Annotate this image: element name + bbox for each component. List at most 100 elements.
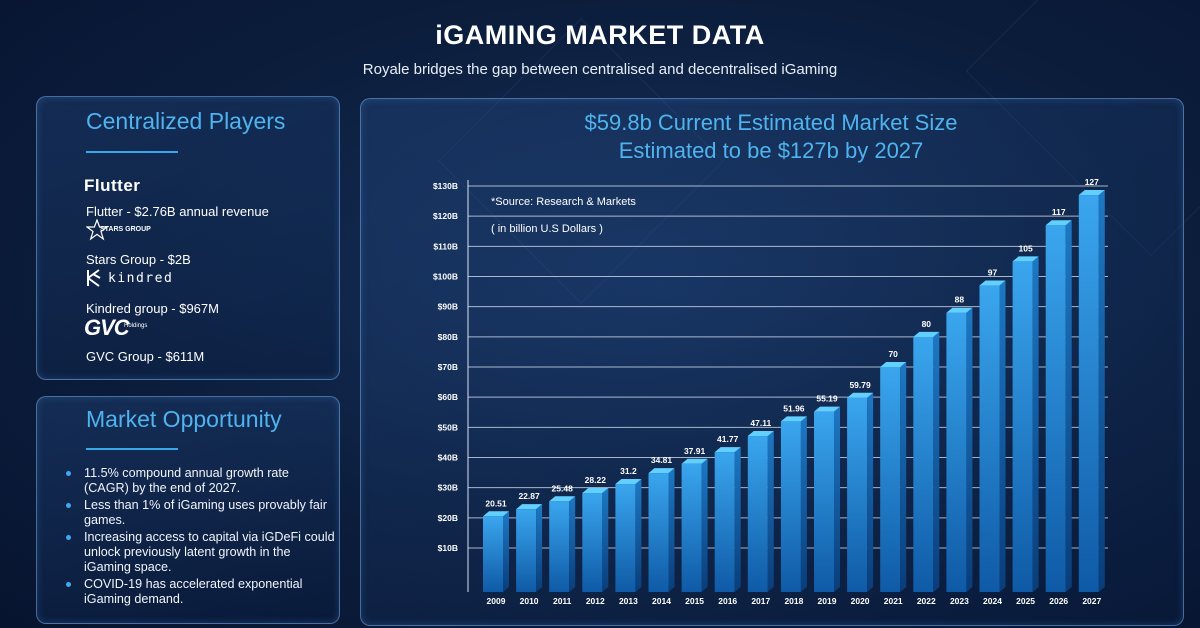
bar bbox=[1045, 220, 1072, 592]
bar-top bbox=[549, 496, 576, 502]
bar bbox=[814, 406, 840, 592]
bar-value-label: 55.19 bbox=[816, 394, 838, 404]
x-tick-label: 2011 bbox=[553, 596, 572, 606]
bar-top bbox=[681, 458, 708, 464]
bullet-icon bbox=[66, 582, 71, 587]
bar bbox=[847, 392, 874, 592]
page-title: iGAMING MARKET DATA bbox=[435, 20, 765, 50]
bar-side bbox=[635, 479, 642, 592]
bar bbox=[913, 331, 940, 592]
bar-side bbox=[834, 406, 840, 592]
bar-side bbox=[602, 488, 609, 592]
y-tick-label: $40B bbox=[438, 453, 458, 463]
x-tick-label: 2013 bbox=[619, 596, 638, 606]
bar-value-label: 25.48 bbox=[552, 483, 574, 493]
bar bbox=[549, 496, 576, 592]
y-tick-label: $20B bbox=[438, 513, 458, 523]
bullet-icon bbox=[66, 503, 71, 508]
bar-top bbox=[714, 447, 741, 453]
bar bbox=[1012, 256, 1039, 592]
bar bbox=[747, 431, 774, 592]
bar-value-label: 117 bbox=[1052, 207, 1066, 217]
bar-front bbox=[979, 285, 1000, 592]
x-tick-label: 2015 bbox=[685, 596, 704, 606]
bar-side bbox=[900, 362, 907, 592]
bar-top bbox=[979, 280, 1006, 286]
bar bbox=[516, 504, 543, 592]
centralized-players-title: Centralized Players bbox=[86, 108, 286, 134]
bar-top bbox=[814, 406, 840, 412]
bar bbox=[946, 307, 973, 592]
flutter-logo: Flutter bbox=[84, 176, 141, 195]
bar bbox=[582, 488, 609, 592]
title-underline bbox=[86, 448, 178, 450]
y-tick-label: $110B bbox=[433, 241, 458, 251]
bar-front bbox=[1012, 261, 1033, 592]
x-tick-label: 2010 bbox=[520, 596, 539, 606]
x-tick-label: 2022 bbox=[917, 596, 936, 606]
x-tick-label: 2027 bbox=[1082, 596, 1101, 606]
x-tick-label: 2024 bbox=[983, 596, 1002, 606]
bar-front bbox=[1078, 195, 1099, 593]
bar-side bbox=[503, 511, 509, 592]
x-tick-label: 2026 bbox=[1049, 596, 1068, 606]
bar-front bbox=[516, 509, 537, 592]
bar-top bbox=[747, 431, 774, 437]
bar-front bbox=[847, 397, 868, 592]
bar-front bbox=[880, 367, 901, 592]
bar-value-label: 37.91 bbox=[684, 446, 706, 456]
x-tick-label: 2023 bbox=[950, 596, 969, 606]
bar-top bbox=[780, 416, 807, 422]
market-opportunity-panel bbox=[36, 396, 340, 624]
bar-top bbox=[1078, 190, 1105, 196]
y-tick-label: $100B bbox=[433, 272, 458, 282]
bar-top bbox=[582, 488, 609, 494]
bar-top bbox=[1012, 256, 1039, 262]
bar-front bbox=[483, 516, 503, 592]
bar-top bbox=[516, 504, 543, 510]
gvc-logo: GVC Holdings bbox=[84, 315, 148, 340]
bar-value-label: 41.77 bbox=[717, 434, 739, 444]
y-tick-label: $80B bbox=[438, 332, 458, 342]
bar-top bbox=[880, 362, 907, 367]
bar-front bbox=[582, 493, 603, 592]
bar-value-label: 88 bbox=[955, 295, 965, 305]
bar-front bbox=[946, 312, 967, 592]
bar bbox=[483, 511, 509, 592]
x-tick-label: 2012 bbox=[586, 596, 605, 606]
chart-title-line1: $59.8b Current Estimated Market Size bbox=[584, 110, 958, 135]
bar-top bbox=[483, 511, 509, 517]
bar-top bbox=[847, 392, 874, 398]
y-tick-label: $120B bbox=[433, 211, 458, 221]
star-icon bbox=[85, 218, 109, 241]
bullet-icon bbox=[66, 471, 71, 476]
bar-value-label: 127 bbox=[1085, 177, 1099, 187]
bar-side bbox=[767, 431, 774, 592]
y-tick-label: $130B bbox=[433, 181, 458, 191]
bar-top bbox=[913, 331, 940, 337]
bar-value-label: 20.51 bbox=[485, 498, 507, 508]
bar-side bbox=[1032, 256, 1039, 592]
y-tick-label: $10B bbox=[438, 543, 458, 553]
bar bbox=[1078, 190, 1105, 593]
bar-value-label: 105 bbox=[1019, 243, 1033, 253]
stars-group-caption: Stars Group - $2B bbox=[86, 252, 191, 267]
bar-front bbox=[615, 484, 636, 592]
bar-front bbox=[714, 452, 735, 592]
y-tick-label: $50B bbox=[438, 422, 458, 432]
bar bbox=[615, 479, 642, 592]
bar-front bbox=[780, 421, 801, 592]
bar-value-label: 97 bbox=[988, 268, 998, 278]
bar-front bbox=[681, 463, 702, 592]
x-tick-label: 2014 bbox=[652, 596, 671, 606]
y-tick-label: $60B bbox=[438, 392, 458, 402]
bar-side bbox=[999, 280, 1006, 592]
bar-front bbox=[747, 436, 768, 592]
kindred-logo: kindred bbox=[84, 268, 172, 293]
bar-front bbox=[913, 336, 934, 592]
bar-value-label: 34.81 bbox=[651, 455, 673, 465]
bar-side bbox=[1098, 190, 1105, 593]
bar bbox=[681, 458, 708, 592]
bar-side bbox=[1065, 220, 1072, 592]
